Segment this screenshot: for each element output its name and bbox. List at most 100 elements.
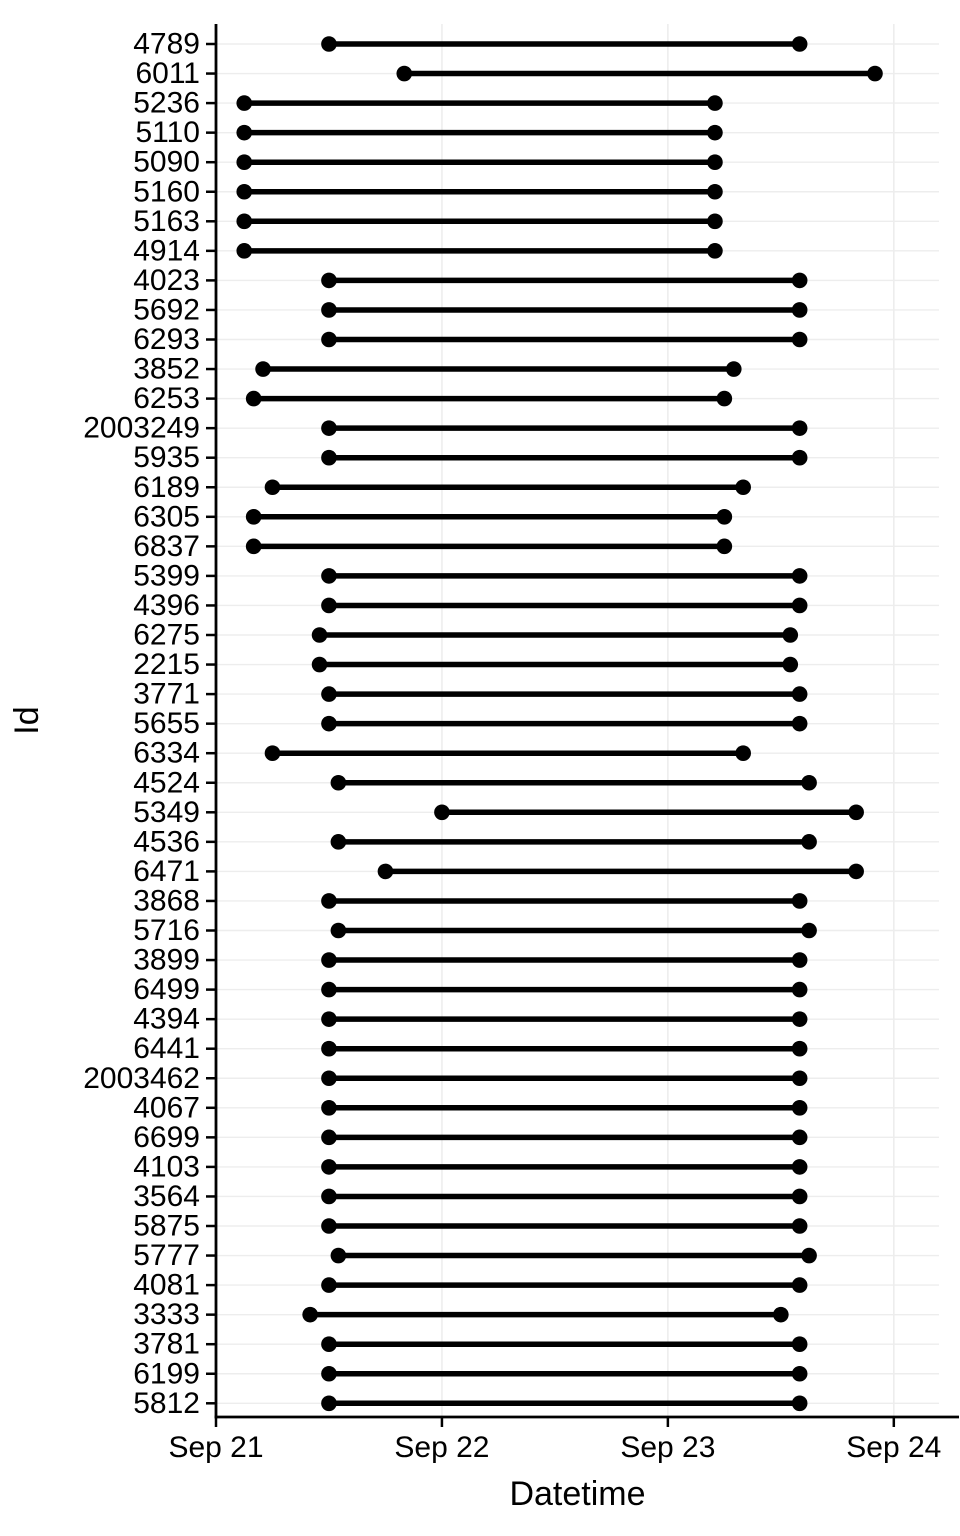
range-end-dot [707,124,723,141]
y-tick-label: 2215 [133,648,200,681]
range-end-dot [782,627,799,643]
range-end-dot [867,65,883,82]
range-end-dot [716,509,733,525]
y-tick-label: 5163 [133,205,200,238]
range-end-dot [791,686,808,702]
range-start-dot [321,1070,337,1087]
range-start-dot [321,893,337,909]
y-tick-label: 5110 [135,116,200,149]
range-end-dot [791,1218,808,1234]
y-tick-label: 6011 [135,57,200,90]
y-tick-label: 5236 [133,87,200,120]
y-tick-label: 6499 [133,973,200,1006]
y-tick-label: 4081 [133,1269,200,1302]
range-start-dot [245,390,262,407]
range-start-dot [330,922,347,939]
y-tick-label: 4914 [133,234,200,267]
y-tick-label: 3899 [133,944,200,977]
range-end-dot [707,183,723,200]
x-tick-label: Sep 21 [168,1431,263,1464]
range-end-dot [735,745,751,761]
y-tick-label: 5692 [133,293,200,326]
y-tick-label: 5875 [133,1210,200,1243]
y-tick-label: 6189 [133,471,200,504]
range-start-dot [321,568,337,584]
range-start-dot [321,952,337,968]
range-start-dot [321,981,337,998]
range-start-dot [396,65,413,82]
range-start-dot [377,863,394,880]
y-tick-label: 5399 [133,559,200,592]
range-start-dot [321,420,337,436]
range-end-dot [791,952,808,968]
y-tick-label: 5349 [133,796,200,829]
y-tick-label: 5090 [133,146,200,179]
range-start-dot [302,1306,318,1323]
range-start-dot [321,1040,337,1057]
range-end-dot [773,1306,789,1323]
y-tick-label: 5716 [133,914,200,947]
range-end-dot [791,302,808,318]
y-tick-label: 6305 [133,500,200,533]
range-start-dot [321,597,337,614]
range-end-dot [791,1129,808,1146]
range-end-dot [801,922,817,939]
y-tick-label: 6253 [133,382,200,415]
range-start-dot [321,1159,337,1175]
range-start-dot [321,1129,337,1146]
range-start-dot [330,834,347,850]
range-start-dot [236,154,253,170]
y-tick-label: 6334 [133,737,200,770]
range-end-dot [707,95,723,111]
range-end-dot [725,361,742,377]
range-end-dot [791,1070,808,1087]
range-end-dot [782,656,799,673]
range-start-dot [321,449,337,466]
range-start-dot [321,331,337,348]
y-tick-label: 6199 [133,1357,200,1390]
y-tick-label: 4103 [133,1150,200,1183]
range-start-dot [236,183,253,200]
y-tick-label: 5655 [133,707,200,740]
range-end-dot [791,715,808,732]
range-end-dot [791,1188,808,1205]
range-end-dot [716,538,733,555]
range-start-dot [330,1247,347,1264]
range-start-dot [236,95,253,111]
range-start-dot [321,1336,337,1352]
range-start-dot [311,656,328,673]
y-tick-label: 3852 [133,353,200,386]
y-tick-label: 4396 [133,589,200,622]
range-end-dot [791,1336,808,1352]
range-end-dot [791,597,808,614]
y-tick-label: 4023 [133,264,200,297]
range-end-dot [791,568,808,584]
range-start-dot [321,686,337,702]
range-end-dot [735,479,751,496]
range-end-dot [801,1247,817,1264]
range-end-dot [716,390,733,407]
range-end-dot [707,213,723,230]
range-start-dot [236,213,253,230]
range-end-dot [707,243,723,259]
range-start-dot [321,1395,337,1412]
y-tick-label: 6699 [133,1121,200,1154]
y-tick-label: 5935 [133,441,200,474]
y-tick-label: 5160 [133,175,200,208]
y-tick-label: 3333 [133,1298,200,1331]
range-start-dot [245,538,262,555]
range-end-dot [791,1100,808,1116]
range-end-dot [848,804,864,821]
x-tick-label: Sep 24 [846,1431,941,1464]
range-end-dot [791,893,808,909]
y-tick-label: 5777 [133,1239,200,1272]
y-tick-label: 4789 [133,28,200,61]
y-tick-label: 6441 [133,1032,200,1065]
range-start-dot [330,774,347,791]
y-tick-label: 4394 [133,1003,200,1036]
y-tick-label: 3781 [133,1328,200,1361]
range-end-dot [801,774,817,791]
y-tick-label: 3564 [133,1180,200,1213]
